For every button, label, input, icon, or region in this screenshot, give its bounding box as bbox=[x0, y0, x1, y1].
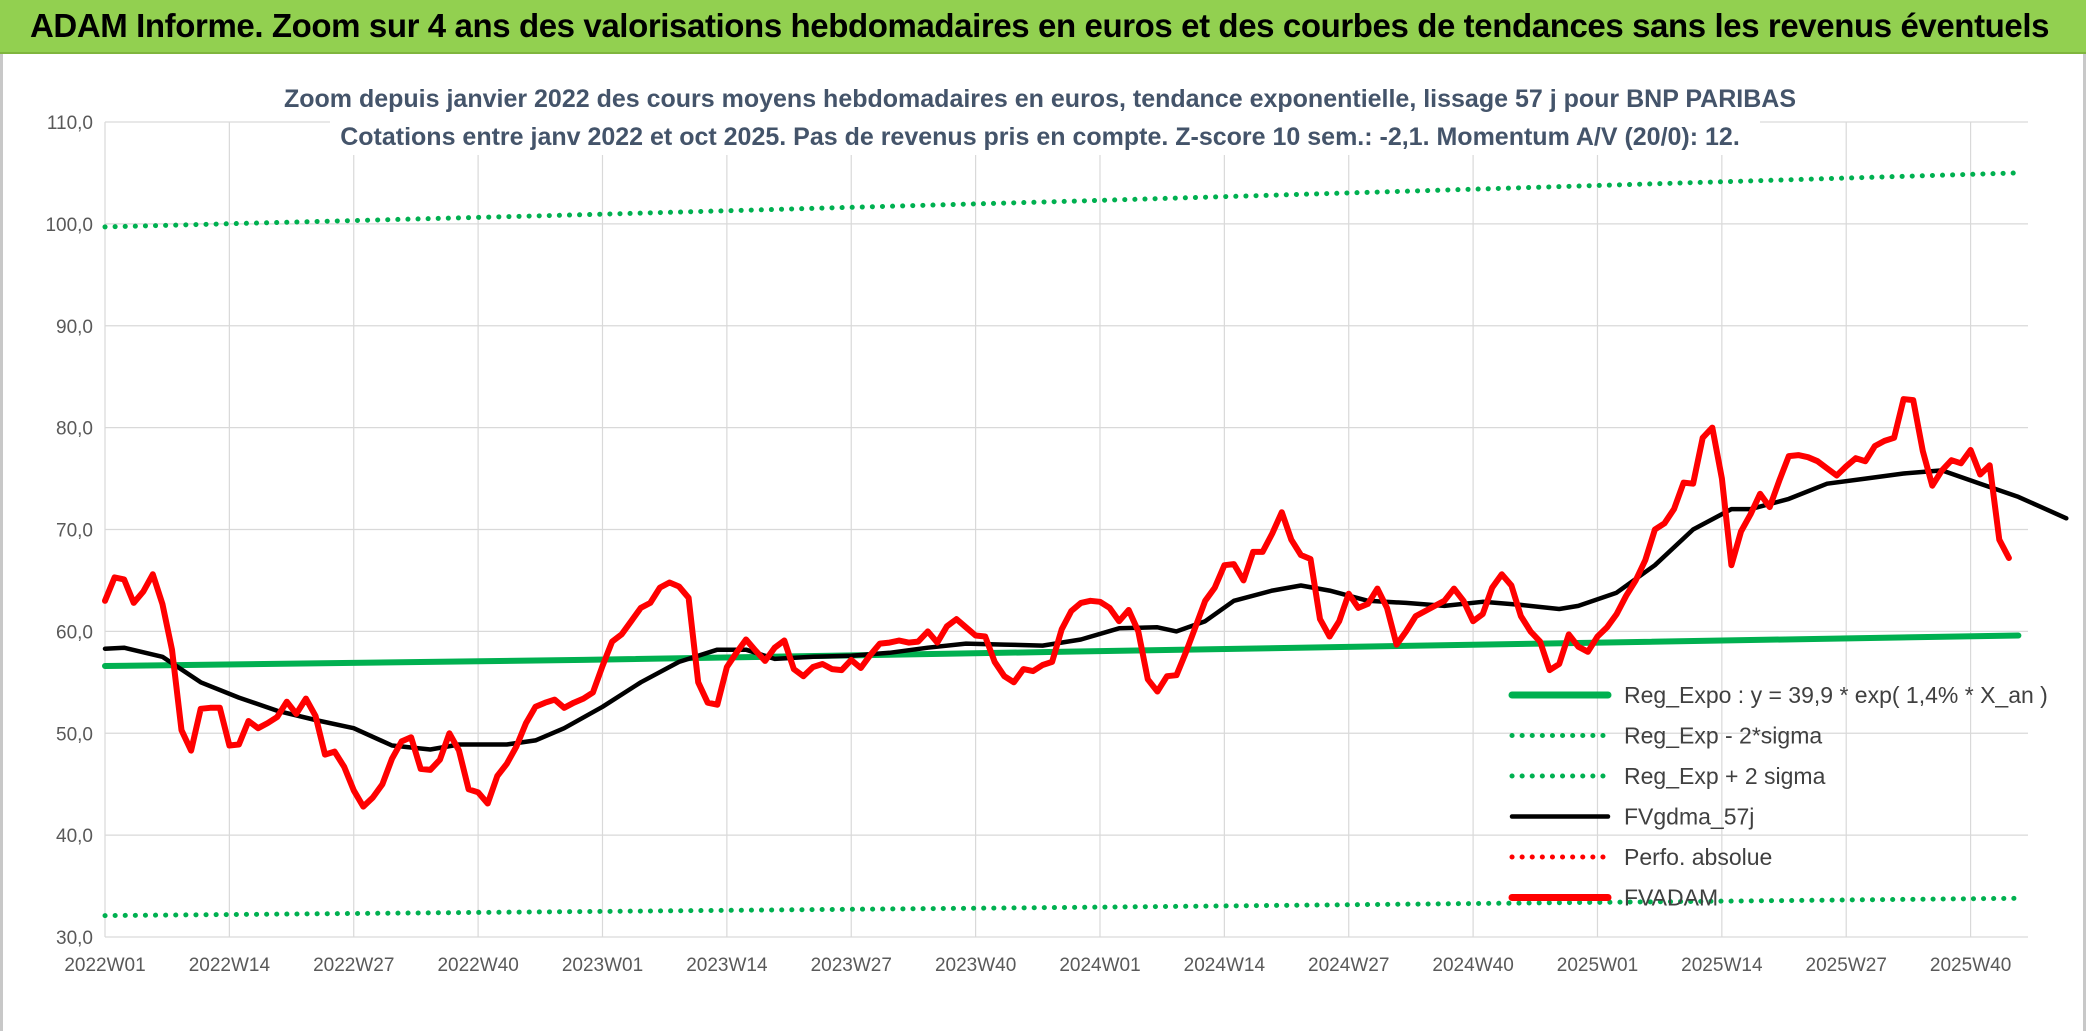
legend-label: Reg_Exp + 2 sigma bbox=[1624, 763, 1826, 789]
grid-layer bbox=[104, 121, 2028, 938]
series-layer bbox=[102, 170, 2069, 919]
title-background bbox=[330, 73, 1760, 155]
x-tick-label: 2023W01 bbox=[562, 955, 643, 976]
series-line-1 bbox=[102, 895, 2021, 919]
report-banner: ADAM Informe. Zoom sur 4 ans des valoris… bbox=[0, 0, 2086, 54]
x-tick-label: 2022W01 bbox=[64, 955, 145, 976]
series-line-5 bbox=[102, 396, 2012, 810]
x-tick-label: 2022W14 bbox=[189, 955, 271, 976]
y-tick-label: 40,0 bbox=[56, 826, 93, 847]
series-line-0 bbox=[102, 632, 2022, 669]
y-tick-label: 80,0 bbox=[56, 419, 93, 440]
report-title: ADAM Informe. Zoom sur 4 ans des valoris… bbox=[30, 7, 2050, 44]
x-tick-label: 2023W27 bbox=[811, 955, 892, 976]
x-tick-label: 2025W01 bbox=[1557, 955, 1638, 976]
x-tick-label: 2025W40 bbox=[1930, 955, 2011, 976]
y-tick-label: 70,0 bbox=[56, 521, 93, 542]
x-tick-label: 2024W14 bbox=[1184, 955, 1266, 976]
series-line-2 bbox=[102, 170, 2021, 230]
chart-subtitle: Cotations entre janv 2022 et oct 2025. P… bbox=[340, 123, 1740, 151]
legend-label: Reg_Expo : y = 39,9 * exp( 1,4% * X_an ) bbox=[1624, 682, 2048, 708]
legend-label: FVADAM bbox=[1624, 885, 1718, 911]
x-tick-label: 2023W40 bbox=[935, 955, 1016, 976]
chart-title: Zoom depuis janvier 2022 des cours moyen… bbox=[284, 85, 1796, 113]
chart-legend: Reg_Expo : y = 39,9 * exp( 1,4% * X_an )… bbox=[1508, 682, 2048, 911]
chart-svg: 30,0 40,0 50,0 60,0 70,0 80,0 90,0 100,0 110,0 20… bbox=[45, 73, 2069, 976]
x-tick-label: 2022W40 bbox=[437, 955, 518, 976]
x-tick-label: 2024W27 bbox=[1308, 955, 1389, 976]
x-tick-label: 2025W14 bbox=[1681, 955, 1763, 976]
legend-label: Perfo. absolue bbox=[1624, 844, 1772, 870]
x-tick-label: 2022W27 bbox=[313, 955, 394, 976]
y-tick-label: 90,0 bbox=[56, 317, 93, 338]
y-tick-label: 110,0 bbox=[47, 113, 93, 134]
legend-label: FVgdma_57j bbox=[1624, 804, 1754, 830]
x-tick-label: 2023W14 bbox=[686, 955, 768, 976]
y-tick-label: 50,0 bbox=[56, 724, 93, 745]
x-tick-label: 2024W40 bbox=[1432, 955, 1513, 976]
axis-labels: 30,0 40,0 50,0 60,0 70,0 80,0 90,0 100,0 110,0 20… bbox=[45, 113, 2011, 976]
y-tick-label: 30,0 bbox=[56, 928, 93, 949]
y-tick-label: 60,0 bbox=[56, 622, 93, 643]
chart-frame bbox=[0, 54, 2086, 1031]
x-tick-label: 2025W27 bbox=[1806, 955, 1887, 976]
legend-label: Reg_Exp - 2*sigma bbox=[1624, 723, 1822, 749]
x-tick-label: 2024W01 bbox=[1059, 955, 1140, 976]
y-tick-label: 100,0 bbox=[45, 215, 93, 236]
